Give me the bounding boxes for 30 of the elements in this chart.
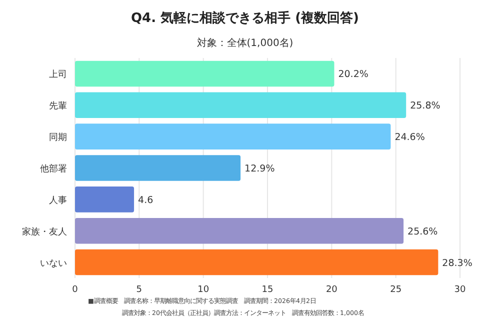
bar xyxy=(75,155,241,181)
y-tick-label: 上司 xyxy=(49,69,67,80)
x-tick-label: 30 xyxy=(454,285,466,295)
x-tick-label: 15 xyxy=(262,285,274,295)
bar xyxy=(75,186,134,212)
x-tick-label: 10 xyxy=(198,285,210,295)
data-label: 12.9% xyxy=(244,164,275,174)
x-tick-label: 0 xyxy=(72,285,78,295)
data-label: 25.6% xyxy=(408,226,438,238)
data-label: 4.6 xyxy=(138,194,154,206)
data-label: 25.8% xyxy=(410,100,440,112)
data-label: 24.6% xyxy=(394,132,425,144)
x-tick-label: 5 xyxy=(136,285,142,295)
y-tick-label: 家族・友人 xyxy=(22,226,67,238)
y-tick-label: 先輩 xyxy=(49,100,67,112)
bar xyxy=(75,60,334,87)
bar xyxy=(75,249,438,276)
x-tick-label: 20 xyxy=(326,285,338,295)
data-label: 28.3% xyxy=(442,258,472,269)
chart-title: Q4. 気軽に相談できる相手 (複数回答) xyxy=(131,10,359,26)
bar xyxy=(75,92,406,118)
y-tick-label: 同期 xyxy=(49,132,67,144)
y-tick-label: 人事 xyxy=(49,194,67,206)
bar xyxy=(75,124,391,150)
y-tick-label: いない xyxy=(40,258,67,269)
data-label: 20.2% xyxy=(338,69,368,80)
chart-subtitle: 対象：全体(1,000名) xyxy=(196,37,294,49)
x-tick-label: 25 xyxy=(390,285,402,295)
y-tick-label: 他部署 xyxy=(40,164,67,174)
bar xyxy=(75,218,404,244)
